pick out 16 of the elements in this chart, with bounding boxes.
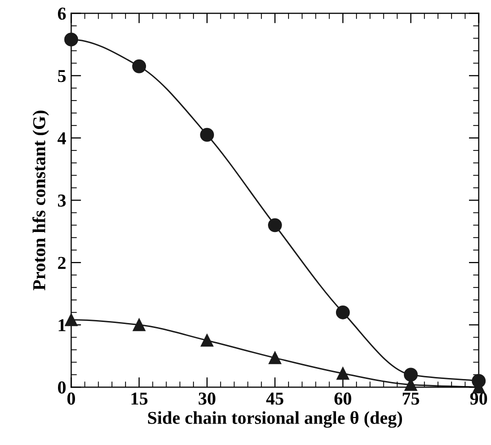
x-tick-label: 60 — [334, 392, 352, 405]
x-tick-label: 75 — [402, 392, 420, 405]
y-axis-title: Proton hfs constant (G) — [32, 110, 49, 290]
y-tick-label: 4 — [58, 132, 66, 144]
y-tick-label: 0 — [58, 381, 66, 394]
x-tick-label: 45 — [266, 392, 284, 405]
x-tick-label: 15 — [132, 392, 148, 405]
y-tick-label: 1 — [58, 319, 66, 332]
x-tick-label: 30 — [198, 392, 216, 405]
x-tick-label: 0 — [67, 392, 76, 405]
y-tick-label: 6 — [58, 8, 66, 20]
y-tick-label: 2 — [58, 256, 66, 269]
x-axis-title: Side chain torsional angle θ (deg) — [148, 411, 402, 428]
x-tick-label: 90 — [470, 392, 488, 405]
y-tick-label: 5 — [58, 70, 66, 82]
y-tick-label: 3 — [58, 194, 66, 207]
